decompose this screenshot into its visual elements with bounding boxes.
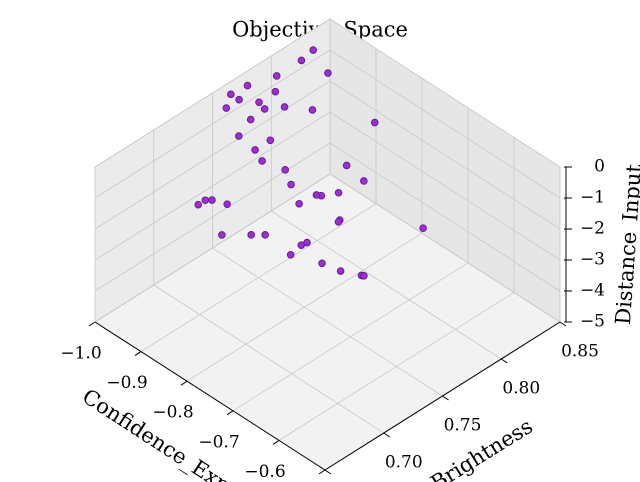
- point: [272, 72, 281, 80]
- x-tick: [134, 351, 142, 357]
- x-tick-label: −0.7: [198, 432, 239, 452]
- grid-line: [94, 173, 561, 323]
- point: [243, 81, 252, 90]
- grid-line: [94, 111, 561, 261]
- point: [312, 191, 321, 199]
- point: [208, 196, 216, 204]
- point: [260, 105, 269, 113]
- y-tick: [559, 321, 567, 327]
- point: [223, 200, 231, 208]
- point: [246, 115, 255, 124]
- point: [287, 180, 295, 189]
- y-axis: [324, 321, 561, 471]
- point: [218, 231, 226, 239]
- y-tick: [324, 469, 332, 475]
- z-tick-label: 0: [594, 157, 605, 177]
- z-tick-label: −1: [580, 188, 605, 208]
- grid-line: [94, 49, 561, 199]
- point: [201, 196, 210, 205]
- point: [258, 157, 266, 165]
- y-tick-label: 0.75: [444, 416, 482, 436]
- z-tick-label: −5: [580, 312, 605, 332]
- point: [255, 98, 263, 107]
- x-tick: [272, 439, 280, 445]
- point: [334, 188, 343, 197]
- point: [336, 267, 345, 275]
- point: [235, 95, 243, 104]
- z-tick-label: −2: [580, 219, 605, 239]
- z-tick-label: −4: [580, 281, 605, 301]
- point: [318, 259, 326, 268]
- x-tick: [318, 469, 326, 475]
- y-tick-label: 0.85: [561, 342, 599, 362]
- point: [222, 104, 231, 112]
- point: [334, 218, 343, 226]
- point: [324, 69, 332, 77]
- grid-line: [94, 142, 561, 292]
- x-tick-label: −0.9: [106, 373, 147, 393]
- point: [281, 166, 290, 174]
- z-axis-label: Distance_Input: [611, 163, 640, 326]
- point: [342, 161, 351, 170]
- y-tick: [500, 358, 508, 364]
- grid-line: [94, 80, 561, 230]
- x-tick: [226, 410, 234, 416]
- grid-line: [94, 18, 561, 168]
- y-tick: [442, 395, 449, 401]
- point: [227, 90, 235, 99]
- point: [360, 272, 368, 280]
- y-tick-label: 0.70: [385, 453, 423, 473]
- point: [194, 200, 203, 209]
- x-axis: [94, 321, 326, 471]
- point: [309, 46, 318, 54]
- point: [266, 136, 275, 145]
- z-tick-label: −3: [580, 250, 605, 270]
- point: [261, 231, 269, 239]
- point: [280, 103, 289, 111]
- point: [271, 87, 280, 96]
- point: [297, 56, 306, 65]
- point: [360, 177, 368, 185]
- point: [247, 231, 255, 239]
- point: [303, 238, 311, 247]
- x-tick-label: −0.8: [152, 403, 193, 423]
- x-tick-label: −1.0: [60, 344, 101, 364]
- y-tick-label: 0.80: [502, 379, 540, 399]
- point: [286, 250, 295, 259]
- point: [295, 200, 303, 208]
- point: [419, 224, 427, 233]
- point: [370, 118, 379, 127]
- x-tick-label: −0.6: [244, 462, 285, 482]
- x-tick: [180, 380, 188, 386]
- point: [251, 146, 259, 154]
- x-tick: [88, 321, 96, 327]
- y-tick: [383, 432, 391, 438]
- point: [308, 106, 317, 114]
- point: [235, 132, 243, 140]
